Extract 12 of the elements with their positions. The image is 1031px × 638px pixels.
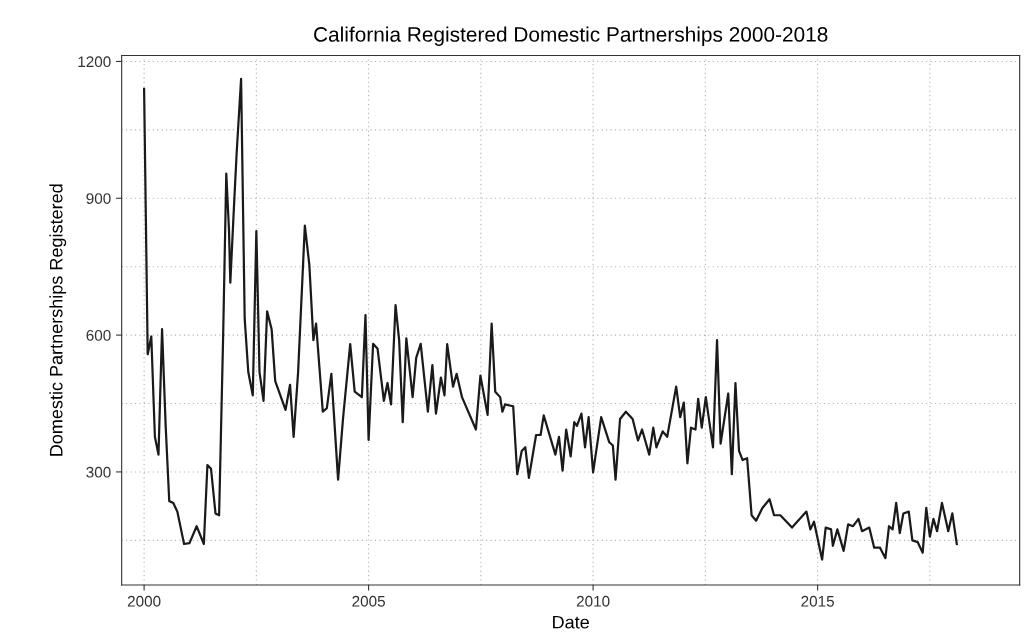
chart-title: California Registered Domestic Partnerships 2000-2018	[314, 26, 828, 46]
y-axis-title: Domestic Partnerships Registered	[49, 184, 67, 456]
y-tick-label: 1200	[78, 56, 111, 68]
line-series	[143, 77, 958, 561]
x-tick-label: 2005	[352, 595, 385, 607]
y-tick-label: 300	[86, 466, 111, 478]
x-tick-label: 2015	[801, 595, 834, 607]
y-tick-label: 600	[86, 329, 111, 341]
x-axis-title: Date	[553, 615, 589, 629]
x-tick-label: 2000	[127, 595, 161, 607]
y-tick-label: 900	[86, 193, 111, 204]
x-tick-label: 2010	[576, 595, 610, 607]
